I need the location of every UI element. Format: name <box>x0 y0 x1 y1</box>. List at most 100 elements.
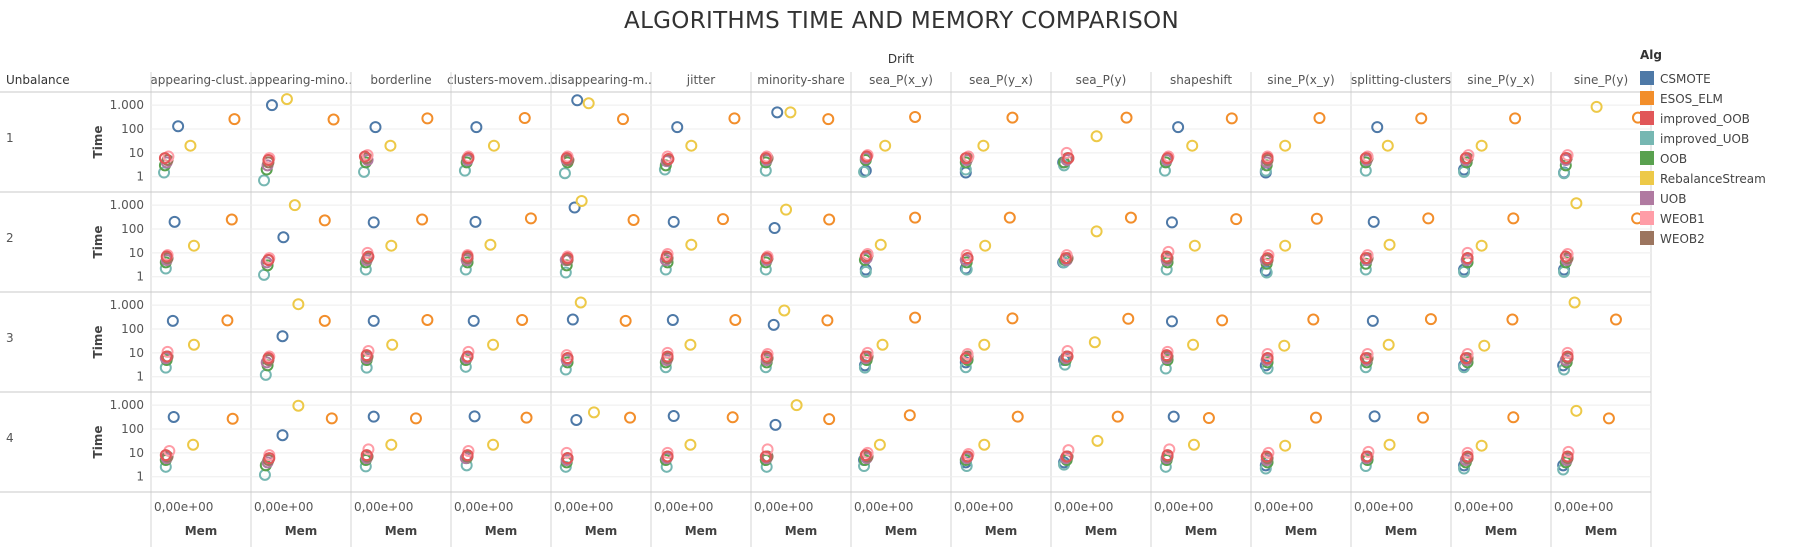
data-point-improved_oob <box>760 350 773 363</box>
y-tick-label: 1 <box>136 270 144 284</box>
data-point-csmote <box>276 429 289 442</box>
data-point-esos_elm <box>1422 212 1435 225</box>
data-point-esos_elm <box>823 213 836 226</box>
data-point-weob1 <box>161 345 174 358</box>
data-point-csmote <box>1367 215 1380 228</box>
data-point-weob2 <box>861 450 874 463</box>
legend-swatch <box>1640 91 1654 105</box>
data-point-esos_elm <box>1111 410 1124 423</box>
column-label: shapeshift <box>1170 73 1232 87</box>
data-point-improved_uob <box>858 165 871 178</box>
data-point-esos_elm <box>822 113 835 126</box>
data-point-csmote <box>468 410 481 423</box>
data-point-improved_uob <box>1058 358 1071 371</box>
data-point-rebalancestream <box>292 399 305 412</box>
data-point-improved_oob <box>1261 152 1274 165</box>
data-point-improved_oob <box>1559 152 1572 165</box>
data-point-improved_oob <box>1359 152 1372 165</box>
data-point-esos_elm <box>729 313 742 326</box>
data-point-rebalancestream <box>978 338 991 351</box>
data-point-improved_oob <box>661 350 674 363</box>
y-tick-label: 100 <box>121 222 144 236</box>
data-point-csmote <box>276 330 289 343</box>
legend-title: Alg <box>1640 48 1662 62</box>
data-point-weob1 <box>462 345 475 358</box>
data-point-weob1 <box>1261 347 1274 360</box>
legend-entry: OOB <box>1660 152 1687 166</box>
data-point-esos_elm <box>318 314 331 327</box>
data-point-csmote <box>667 215 680 228</box>
data-point-weob1 <box>861 446 874 459</box>
data-point-improved_oob <box>1160 250 1173 263</box>
data-point-rebalancestream <box>1090 130 1103 143</box>
data-point-rebalancestream <box>288 199 301 212</box>
data-point-weob1 <box>560 446 573 459</box>
data-point-esos_elm <box>1202 411 1215 424</box>
data-point-rebalancestream <box>684 438 697 451</box>
y-tick-label: 10 <box>129 146 144 160</box>
data-point-csmote <box>667 410 680 423</box>
data-point-rebalancestream <box>780 203 793 216</box>
data-point-improved_oob <box>1059 252 1072 265</box>
data-point-esos_elm <box>518 111 531 124</box>
legend-entry: improved_OOB <box>1660 112 1750 126</box>
data-point-csmote <box>172 120 185 133</box>
column-label: disappearing-m.. <box>550 73 652 87</box>
data-point-improved_oob <box>358 150 371 163</box>
data-point-esos_elm <box>1309 411 1322 424</box>
legend-entry: RebalanceStream <box>1660 172 1766 186</box>
data-point-esos_elm <box>1003 211 1016 224</box>
data-point-weob1 <box>1062 444 1075 457</box>
data-point-rebalancestream <box>187 438 200 451</box>
data-point-rebalancestream <box>487 438 500 451</box>
data-point-csmote <box>1165 315 1178 328</box>
data-point-improved_oob <box>1559 250 1572 263</box>
data-point-uob <box>959 254 972 267</box>
data-point-csmote <box>467 314 480 327</box>
data-point-improved_oob <box>461 350 474 363</box>
data-point-improved_oob <box>158 152 171 165</box>
data-point-esos_elm <box>1417 411 1429 424</box>
data-point-esos_elm <box>617 113 629 126</box>
data-point-improved_oob <box>160 350 173 363</box>
data-point-esos_elm <box>1415 112 1428 125</box>
column-label: splitting-clusters <box>1351 73 1451 87</box>
data-point-weob1 <box>1461 246 1474 259</box>
data-point-improved_oob <box>1160 349 1173 362</box>
x-axis-label: Mem <box>385 524 418 538</box>
data-point-esos_elm <box>421 313 434 326</box>
data-point-improved_oob <box>1161 152 1174 165</box>
data-point-improved_uob <box>259 368 272 381</box>
data-point-improved_oob <box>759 152 772 165</box>
data-point-esos_elm <box>524 212 537 225</box>
x-axis-label: Mem <box>1385 524 1418 538</box>
data-point-csmote <box>367 410 380 423</box>
data-point-improved_oob <box>660 250 673 263</box>
data-point-rebalancestream <box>385 438 398 451</box>
data-point-improved_oob <box>262 352 275 365</box>
data-point-improved_oob <box>1062 152 1075 165</box>
data-point-weob1 <box>1462 149 1475 162</box>
x-tick-label: 0,00e+00 <box>154 500 213 514</box>
data-point-improved_oob <box>262 254 275 267</box>
data-point-improved_oob <box>859 250 872 263</box>
x-axis-label: Mem <box>1085 524 1118 538</box>
data-point-improved_uob <box>1558 167 1571 180</box>
data-point-esos_elm <box>1120 111 1133 124</box>
data-point-csmote <box>1368 410 1381 423</box>
data-point-rebalancestream <box>582 97 595 110</box>
column-label: sea_P(y) <box>1076 73 1127 87</box>
data-point-rebalancestream <box>1383 238 1396 251</box>
y-tick-label: 1 <box>136 470 144 484</box>
data-point-esos_elm <box>903 409 916 422</box>
data-point-weob1 <box>1061 344 1074 357</box>
data-point-rebalancestream <box>1570 197 1583 210</box>
data-point-improved_oob <box>859 449 872 462</box>
data-point-improved_oob <box>263 452 276 465</box>
data-point-csmote <box>1167 410 1180 423</box>
data-point-improved_oob <box>1459 152 1472 165</box>
data-point-weob1 <box>1562 445 1575 458</box>
data-point-improved_oob <box>560 152 573 165</box>
x-axis-label: Mem <box>885 524 918 538</box>
